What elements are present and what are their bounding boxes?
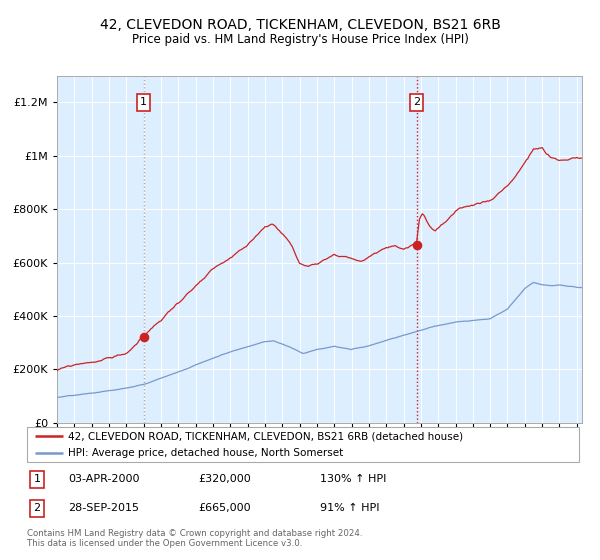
Text: 28-SEP-2015: 28-SEP-2015 bbox=[68, 503, 139, 514]
Point bbox=[412, 241, 421, 250]
Text: 130% ↑ HPI: 130% ↑ HPI bbox=[320, 474, 386, 484]
Text: 03-APR-2000: 03-APR-2000 bbox=[68, 474, 140, 484]
Text: 1: 1 bbox=[140, 97, 147, 108]
Text: £665,000: £665,000 bbox=[198, 503, 251, 514]
Text: 42, CLEVEDON ROAD, TICKENHAM, CLEVEDON, BS21 6RB (detached house): 42, CLEVEDON ROAD, TICKENHAM, CLEVEDON, … bbox=[68, 431, 464, 441]
Text: 2: 2 bbox=[34, 503, 40, 514]
Point bbox=[139, 333, 148, 342]
Text: HPI: Average price, detached house, North Somerset: HPI: Average price, detached house, Nort… bbox=[68, 448, 344, 458]
Text: Price paid vs. HM Land Registry's House Price Index (HPI): Price paid vs. HM Land Registry's House … bbox=[131, 32, 469, 46]
Text: 1: 1 bbox=[34, 474, 40, 484]
FancyBboxPatch shape bbox=[27, 427, 579, 462]
Text: Contains HM Land Registry data © Crown copyright and database right 2024.: Contains HM Land Registry data © Crown c… bbox=[27, 529, 362, 538]
Text: £320,000: £320,000 bbox=[198, 474, 251, 484]
Text: 2: 2 bbox=[413, 97, 420, 108]
Text: 42, CLEVEDON ROAD, TICKENHAM, CLEVEDON, BS21 6RB: 42, CLEVEDON ROAD, TICKENHAM, CLEVEDON, … bbox=[100, 18, 500, 32]
Text: 91% ↑ HPI: 91% ↑ HPI bbox=[320, 503, 379, 514]
Text: This data is licensed under the Open Government Licence v3.0.: This data is licensed under the Open Gov… bbox=[27, 539, 302, 548]
